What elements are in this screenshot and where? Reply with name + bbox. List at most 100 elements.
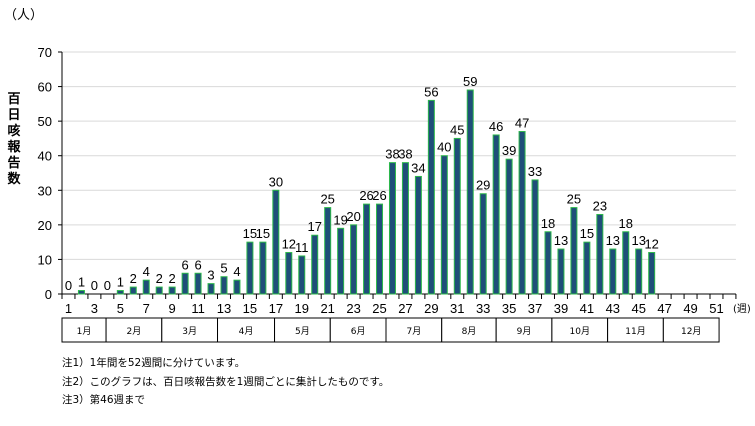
data-label: 33 <box>528 164 542 179</box>
month-label: 3月 <box>182 326 197 337</box>
data-label: 12 <box>282 237 296 252</box>
y-axis-label: 百日咳報告数 <box>7 92 21 187</box>
data-label: 0 <box>104 278 111 293</box>
bar <box>427 99 435 295</box>
bar <box>570 207 578 295</box>
data-label: 59 <box>463 74 477 89</box>
data-label: 0 <box>91 278 98 293</box>
data-label: 5 <box>220 261 227 276</box>
bar <box>77 290 85 295</box>
data-label: 20 <box>346 209 360 224</box>
x-tick-label: 41 <box>580 301 594 316</box>
data-label: 2 <box>169 271 176 286</box>
bar <box>129 286 137 295</box>
bar <box>479 193 487 295</box>
x-tick-label: 9 <box>169 301 176 316</box>
bar <box>142 279 150 295</box>
month-label: 10月 <box>570 326 590 337</box>
bar <box>220 276 228 295</box>
data-label: 13 <box>554 233 568 248</box>
data-label: 13 <box>606 233 620 248</box>
x-tick-label: 5 <box>117 301 124 316</box>
bar <box>194 272 202 295</box>
bar <box>350 224 358 295</box>
data-label: 25 <box>567 192 581 207</box>
bar <box>376 203 384 295</box>
data-label: 15 <box>243 226 257 241</box>
bar <box>414 175 422 295</box>
x-tick-label: 43 <box>606 301 620 316</box>
month-box <box>105 317 163 343</box>
month-box <box>329 317 387 343</box>
month-label: 2月 <box>127 326 142 337</box>
x-tick-label: 27 <box>398 301 412 316</box>
data-label: 18 <box>541 216 555 231</box>
month-label: 5月 <box>295 326 310 337</box>
x-tick-label: 3 <box>91 301 98 316</box>
month-label: 11月 <box>625 326 645 337</box>
data-label: 46 <box>489 119 503 134</box>
x-tick-label: 25 <box>372 301 386 316</box>
bar <box>324 207 332 295</box>
x-tick-label: 13 <box>217 301 231 316</box>
y-tick-label: 40 <box>38 149 52 164</box>
data-label: 19 <box>333 212 347 227</box>
data-label: 2 <box>156 271 163 286</box>
data-label: 6 <box>194 257 201 272</box>
x-tick-label: 11 <box>191 301 205 316</box>
data-label: 30 <box>269 174 283 189</box>
x-tick-label: 1 <box>65 301 72 316</box>
y-tick-label: 0 <box>45 287 52 302</box>
data-label: 0 <box>65 278 72 293</box>
data-label: 1 <box>117 275 124 290</box>
month-label: 6月 <box>351 326 366 337</box>
bar <box>531 179 539 295</box>
bar <box>648 252 656 295</box>
data-label: 26 <box>359 188 373 203</box>
month-box <box>161 317 219 343</box>
x-tick-label: 39 <box>554 301 568 316</box>
data-label: 4 <box>233 264 240 279</box>
x-tick-label: 7 <box>143 301 150 316</box>
bar <box>311 234 319 295</box>
x-tick-label: 15 <box>243 301 257 316</box>
data-label: 3 <box>207 268 214 283</box>
data-label: 26 <box>372 188 386 203</box>
bar <box>246 241 254 295</box>
bar <box>505 158 513 295</box>
bar <box>557 248 565 295</box>
bar <box>285 252 293 295</box>
y-tick-label: 10 <box>38 252 52 267</box>
data-label: 15 <box>580 226 594 241</box>
data-label: 17 <box>307 219 321 234</box>
month-label: 4月 <box>239 326 254 337</box>
bar <box>518 131 526 295</box>
data-label: 34 <box>411 160 425 175</box>
month-label: 12月 <box>681 326 701 337</box>
bar <box>635 248 643 295</box>
x-tick-label: 33 <box>476 301 490 316</box>
bar <box>272 189 280 295</box>
data-label: 6 <box>182 257 189 272</box>
x-tick-label: 49 <box>683 301 697 316</box>
bar <box>233 279 241 295</box>
note-1: 注1）1年間を52週間に分けています。 <box>62 357 246 369</box>
x-tick-label: 51 <box>709 301 723 316</box>
x-tick-label: 31 <box>450 301 464 316</box>
month-box <box>217 317 276 343</box>
bar <box>583 241 591 295</box>
month-label: 7月 <box>406 326 421 337</box>
bar <box>155 286 163 295</box>
month-box <box>441 317 497 343</box>
y-tick-label: 20 <box>38 218 52 233</box>
x-tick-label: 19 <box>295 301 309 316</box>
note-3: 注3）第46週まで <box>62 394 146 406</box>
data-label: 56 <box>424 84 438 99</box>
x-tick-label: 23 <box>346 301 360 316</box>
data-label: 40 <box>437 140 451 155</box>
month-box <box>495 317 553 343</box>
bar <box>596 213 604 295</box>
month-label: 1月 <box>77 326 92 337</box>
bar <box>298 255 306 295</box>
